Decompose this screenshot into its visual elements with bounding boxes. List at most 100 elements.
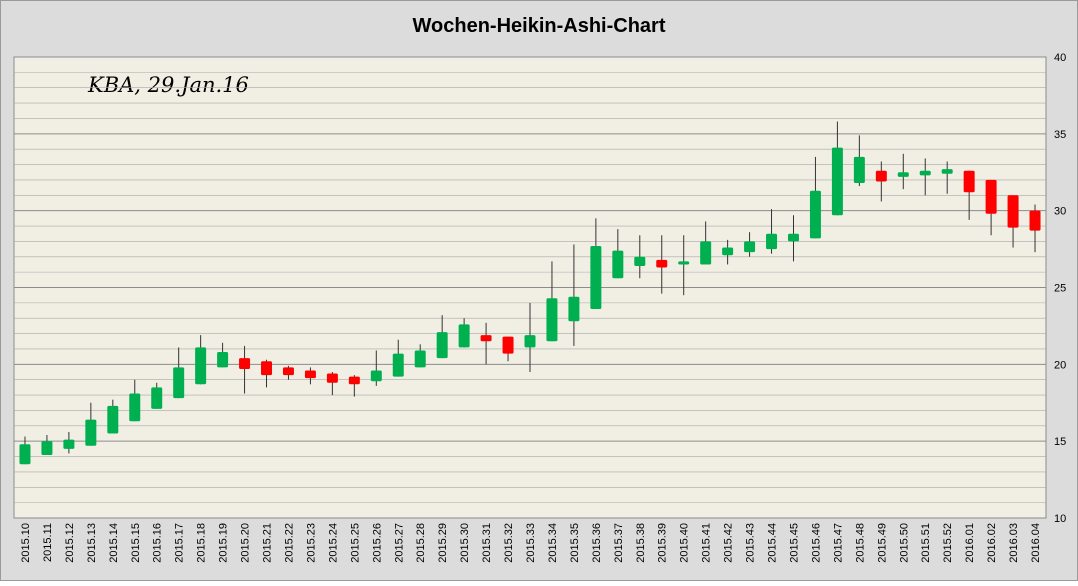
candle-body	[261, 361, 273, 376]
x-tick-label: 2015.45	[788, 523, 800, 563]
candle-body	[458, 324, 470, 348]
x-tick-label: 2015.46	[810, 523, 822, 563]
x-tick-label: 2015.42	[723, 523, 735, 563]
x-tick-label: 2015.40	[679, 523, 691, 563]
x-tick-label: 2016.04	[1030, 523, 1042, 563]
x-tick-label: 2015.28	[415, 523, 427, 563]
x-tick-label: 2015.48	[854, 523, 866, 563]
x-tick-label: 2015.38	[635, 523, 647, 563]
x-tick-label: 2015.52	[942, 523, 954, 563]
x-tick-label: 2015.26	[371, 523, 383, 563]
candle-body	[678, 261, 690, 265]
x-tick-label: 2015.22	[283, 523, 295, 563]
candle-body	[151, 387, 163, 409]
candle-body	[568, 296, 580, 322]
y-tick-label: 40	[1054, 52, 1066, 64]
y-tick-label: 10	[1054, 513, 1066, 525]
x-tick-label: 2016.01	[964, 523, 976, 563]
x-tick-label: 2015.15	[130, 523, 142, 563]
x-tick-label: 2016.03	[1008, 523, 1020, 563]
candle-body	[326, 373, 338, 383]
x-tick-label: 2015.10	[20, 523, 32, 563]
candle-body	[722, 247, 734, 256]
x-tick-label: 2015.34	[547, 523, 559, 563]
x-tick-label: 2015.32	[503, 523, 515, 563]
candle-body	[1007, 195, 1019, 228]
candle-body	[173, 367, 185, 399]
x-tick-label: 2015.20	[240, 523, 252, 563]
candle-body	[941, 169, 953, 174]
x-tick-label: 2015.51	[920, 523, 932, 563]
candle-body	[787, 233, 799, 242]
candle-body	[656, 259, 668, 268]
candle-body	[304, 370, 316, 379]
annotation: KBA, 29.Jan.16	[87, 73, 249, 97]
candle-body	[1029, 210, 1041, 231]
candle-body	[853, 156, 865, 184]
x-tick-label: 2015.18	[196, 523, 208, 563]
candle-body	[480, 335, 492, 342]
x-tick-label: 2015.50	[898, 523, 910, 563]
candle-body	[963, 170, 975, 193]
x-tick-label: 2015.21	[262, 523, 274, 563]
candle-body	[41, 441, 53, 455]
candle-body	[392, 353, 404, 377]
x-tick-label: 2015.35	[569, 523, 581, 563]
candle-body	[919, 170, 931, 176]
candle-body	[875, 170, 887, 182]
candle-body	[766, 233, 778, 250]
candle-body	[590, 246, 602, 310]
y-tick-label: 35	[1054, 129, 1066, 141]
y-tick-label: 15	[1054, 436, 1066, 448]
x-tick-label: 2015.39	[657, 523, 669, 563]
candle-body	[239, 358, 251, 369]
x-tick-label: 2015.31	[481, 523, 493, 563]
x-tick-label: 2015.23	[305, 523, 317, 563]
x-tick-label: 2015.33	[525, 523, 537, 563]
candle-body	[348, 376, 360, 385]
candle-body	[217, 352, 229, 368]
x-tick-label: 2015.13	[86, 523, 98, 563]
x-tick-label: 2015.12	[64, 523, 76, 563]
x-tick-label: 2015.11	[42, 523, 54, 562]
candle-body	[502, 336, 514, 354]
candle-body	[700, 241, 712, 265]
candle-body	[809, 190, 821, 239]
x-tick-label: 2015.29	[437, 523, 449, 563]
x-tick-label: 2015.30	[459, 523, 471, 563]
x-tick-label: 2015.43	[745, 523, 757, 563]
x-tick-label: 2015.36	[591, 523, 603, 563]
x-tick-label: 2016.02	[986, 523, 998, 563]
x-tick-label: 2015.49	[876, 523, 888, 563]
y-tick-label: 30	[1054, 206, 1066, 218]
x-tick-label: 2015.37	[613, 523, 625, 563]
x-tick-label: 2015.44	[767, 523, 779, 563]
candle-body	[985, 179, 997, 214]
candle-body	[414, 350, 426, 368]
candle-body	[195, 347, 207, 385]
candle-body	[129, 393, 141, 422]
candle-body	[612, 250, 624, 279]
x-tick-label: 2015.27	[393, 523, 405, 563]
candle-body	[370, 370, 382, 382]
x-tick-label: 2015.47	[832, 523, 844, 563]
candle-body	[436, 332, 448, 359]
x-tick-label: 2015.17	[174, 523, 186, 563]
chart-title: Wochen-Heikin-Ashi-Chart	[413, 15, 666, 37]
candle-body	[524, 335, 536, 348]
x-tick-label: 2015.24	[327, 523, 339, 563]
candle-body	[282, 367, 294, 376]
candle-body	[63, 439, 75, 449]
candle-body	[897, 172, 909, 177]
x-tick-label: 2015.25	[349, 523, 361, 563]
x-tick-label: 2015.14	[108, 523, 120, 563]
x-tick-label: 2015.41	[701, 523, 713, 563]
x-tick-label: 2015.16	[152, 523, 164, 563]
y-tick-label: 20	[1054, 359, 1066, 371]
candle-body	[85, 419, 97, 446]
candle-body	[634, 256, 646, 266]
candle-body	[546, 298, 558, 342]
candle-body	[831, 147, 843, 216]
y-tick-label: 25	[1054, 283, 1066, 295]
